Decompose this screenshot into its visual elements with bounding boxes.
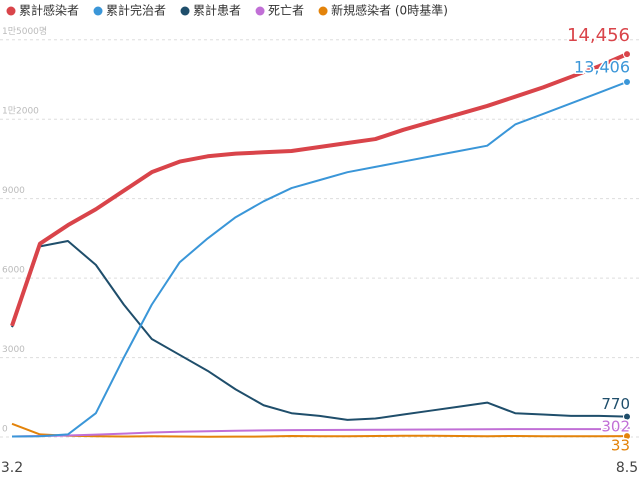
x-tick-label: 8.5 [616, 460, 638, 476]
legend-marker [180, 6, 190, 16]
legend-label: 新規感染者 (0時基準) [331, 3, 448, 18]
legend-marker [93, 6, 103, 16]
value-label: 33 [611, 437, 630, 455]
legend-marker [255, 6, 265, 16]
series-line [11, 428, 628, 438]
legend-marker [318, 6, 328, 16]
x-tick-label: 3.2 [1, 460, 23, 476]
legend-label: 累計完治者 [106, 3, 166, 18]
y-tick-label: 6000 [2, 266, 25, 276]
end-point [623, 50, 631, 59]
series-line [11, 81, 628, 438]
legend-label: 死亡者 [268, 4, 304, 18]
end-point [623, 425, 631, 434]
end-point [623, 412, 631, 421]
value-label: 13,406 [574, 57, 630, 76]
y-tick-label: 9000 [2, 186, 25, 196]
legend-label: 累計感染者 [19, 3, 79, 18]
y-tick-label: 1만2000 [2, 106, 39, 117]
end-point [623, 77, 631, 86]
y-tick-label: 1만5000명 [2, 26, 47, 37]
y-tick-label: 3000 [2, 345, 25, 355]
value-label: 14,456 [567, 25, 630, 46]
y-tick-label: 0 [2, 425, 8, 435]
legend-marker [6, 6, 16, 16]
value-label: 302 [601, 418, 630, 436]
series-line [11, 240, 628, 421]
legend-label: 累計患者 [193, 3, 241, 18]
value-label: 770 [601, 395, 630, 413]
series-line [11, 422, 628, 438]
series-line [10, 52, 628, 327]
